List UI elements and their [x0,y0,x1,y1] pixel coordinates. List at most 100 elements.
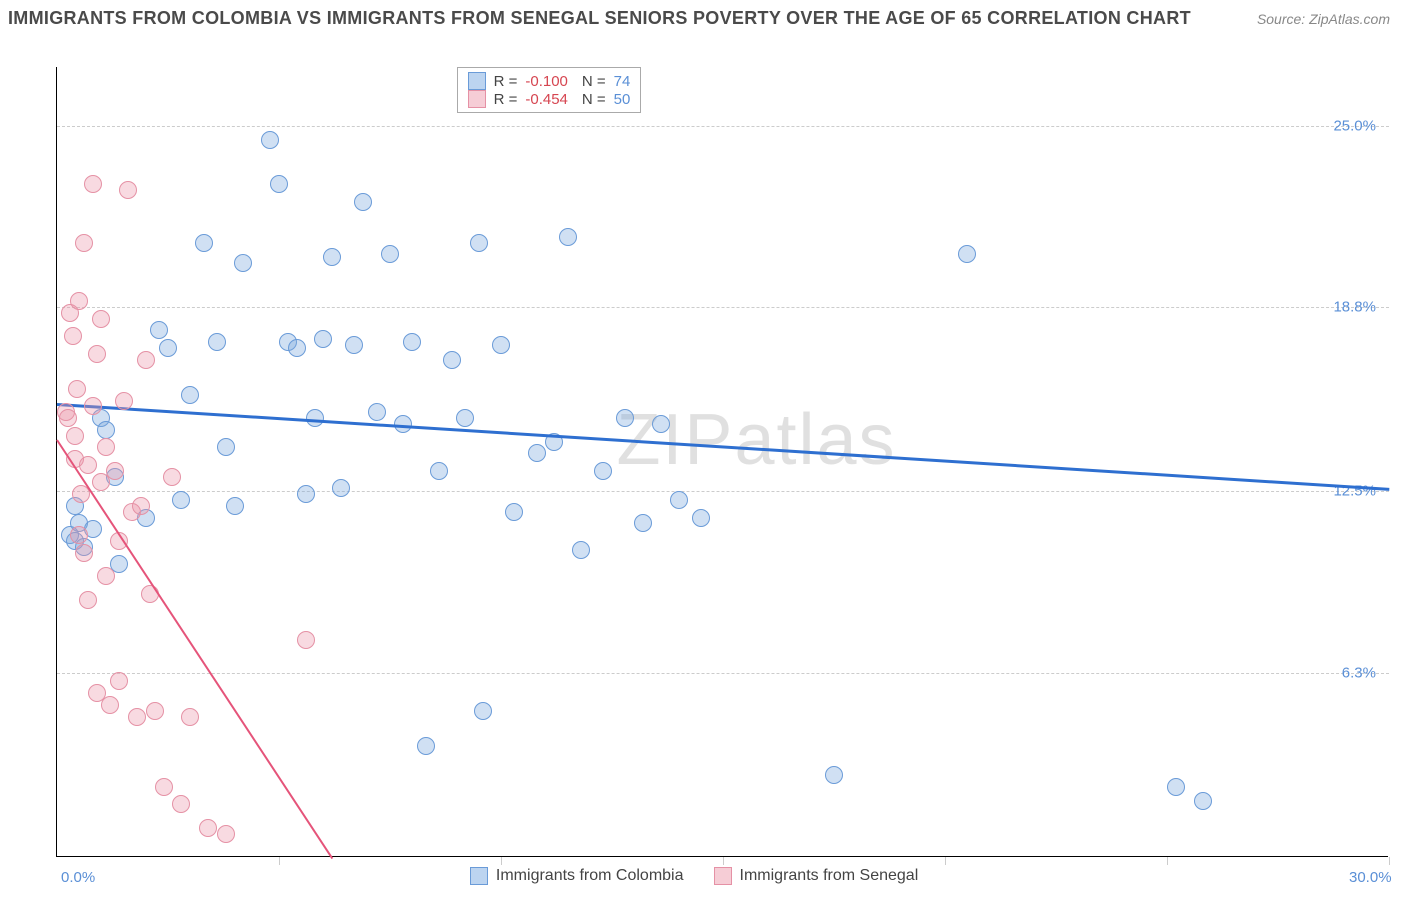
scatter-chart: 6.3%12.5%18.8%25.0%0.0%30.0%ZIPatlasR = … [8,33,1398,897]
gridline-h [57,126,1389,127]
data-point [958,245,976,263]
trendline [57,403,1389,490]
stats-legend: R = -0.100 N = 74 R = -0.454 N = 50 [457,67,642,113]
x-tick [279,857,280,865]
stats-r-label: R = [494,73,518,90]
data-point [430,462,448,480]
legend-swatch [470,867,488,885]
data-point [634,514,652,532]
data-point [297,485,315,503]
watermark: ZIPatlas [616,399,896,481]
data-point [97,438,115,456]
data-point [528,444,546,462]
data-point [128,708,146,726]
data-point [492,336,510,354]
data-point [470,234,488,252]
legend-bottom: Immigrants from Colombia Immigrants from … [470,867,918,885]
data-point [594,462,612,480]
data-point [474,702,492,720]
data-point [226,497,244,515]
data-point [195,234,213,252]
data-point [84,175,102,193]
data-point [199,819,217,837]
data-point [132,497,150,515]
legend-item: Immigrants from Colombia [470,867,684,885]
data-point [559,228,577,246]
source-label: Source: ZipAtlas.com [1257,11,1390,27]
data-point [217,825,235,843]
data-point [505,503,523,521]
data-point [208,333,226,351]
data-point [146,702,164,720]
data-point [110,672,128,690]
x-tick [1167,857,1168,865]
data-point [181,708,199,726]
gridline-h [57,307,1389,308]
data-point [652,415,670,433]
data-point [345,336,363,354]
legend-label: Immigrants from Colombia [496,867,684,885]
data-point [456,409,474,427]
data-point [68,380,86,398]
data-point [616,409,634,427]
data-point [119,181,137,199]
data-point [825,766,843,784]
data-point [368,403,386,421]
plot-area: 6.3%12.5%18.8%25.0%0.0%30.0%ZIPatlasR = … [56,67,1388,857]
gridline-h [57,673,1389,674]
data-point [163,468,181,486]
data-point [88,345,106,363]
legend-swatch [468,72,486,90]
data-point [181,386,199,404]
y-tick-label: 25.0% [1333,117,1376,134]
y-tick-label: 6.3% [1342,664,1376,681]
legend-swatch [468,90,486,108]
legend-label: Immigrants from Senegal [740,867,919,885]
stats-row: R = -0.100 N = 74 [468,72,631,90]
data-point [314,330,332,348]
stats-row: R = -0.454 N = 50 [468,90,631,108]
data-point [332,479,350,497]
data-point [64,327,82,345]
data-point [172,795,190,813]
data-point [354,193,372,211]
data-point [1167,778,1185,796]
legend-item: Immigrants from Senegal [714,867,919,885]
data-point [106,462,124,480]
data-point [159,339,177,357]
x-tick [945,857,946,865]
data-point [84,397,102,415]
stats-n-value: 74 [614,73,631,90]
data-point [70,292,88,310]
data-point [79,591,97,609]
data-point [115,392,133,410]
data-point [1194,792,1212,810]
data-point [417,737,435,755]
data-point [75,234,93,252]
data-point [323,248,341,266]
y-tick-label: 18.8% [1333,298,1376,315]
stats-r-value: -0.100 [525,73,568,90]
gridline-h [57,491,1389,492]
data-point [670,491,688,509]
stats-n-value: 50 [614,91,631,108]
data-point [381,245,399,263]
trendline [56,439,333,858]
data-point [217,438,235,456]
data-point [66,427,84,445]
stats-n-label: N = [582,73,606,90]
x-tick-label: 30.0% [1349,869,1392,886]
chart-title: IMMIGRANTS FROM COLOMBIA VS IMMIGRANTS F… [8,8,1191,29]
data-point [97,421,115,439]
stats-r-value: -0.454 [525,91,568,108]
stats-r-label: R = [494,91,518,108]
data-point [403,333,421,351]
x-tick [723,857,724,865]
data-point [101,696,119,714]
x-tick [501,857,502,865]
data-point [692,509,710,527]
header: IMMIGRANTS FROM COLOMBIA VS IMMIGRANTS F… [0,0,1406,33]
data-point [234,254,252,272]
stats-n-label: N = [582,91,606,108]
data-point [288,339,306,357]
